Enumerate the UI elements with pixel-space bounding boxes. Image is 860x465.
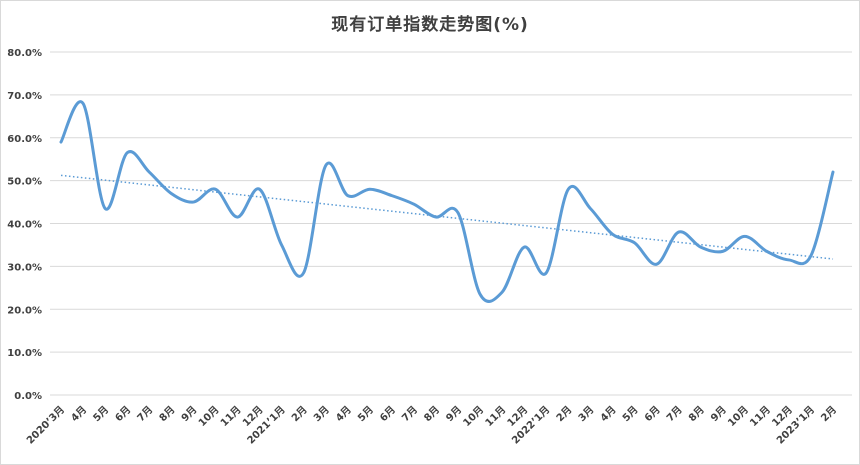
- x-tick-label: 6月: [113, 404, 133, 424]
- chart-title: 现有订单指数走势图(%): [331, 15, 529, 35]
- x-tick-label: 7月: [400, 404, 420, 424]
- x-tick-label: 3月: [311, 404, 331, 424]
- x-tick-label: 10月: [461, 404, 486, 429]
- x-tick-label: 11月: [218, 404, 243, 429]
- x-tick-label: 8月: [157, 404, 177, 424]
- x-tick-label: 10月: [196, 404, 221, 429]
- x-tick-label: 7月: [135, 404, 155, 424]
- x-tick-label: 6月: [377, 404, 397, 424]
- y-tick-label: 0.0%: [14, 391, 42, 402]
- x-tick-label: 4月: [69, 404, 89, 424]
- x-tick-label: 2月: [819, 404, 839, 424]
- x-tick-label: 8月: [686, 404, 706, 424]
- y-tick-label: 40.0%: [7, 220, 42, 231]
- x-tick-label: 6月: [642, 404, 662, 424]
- y-tick-label: 20.0%: [7, 305, 42, 316]
- x-tick-label: 2020’3月: [24, 404, 67, 447]
- x-tick-label: 10月: [725, 404, 750, 429]
- y-tick-label: 80.0%: [7, 48, 42, 59]
- x-tick-label: 5月: [620, 404, 640, 424]
- series-line: [59, 100, 835, 303]
- x-tick-label: 3月: [576, 404, 596, 424]
- y-axis-tick-labels: 0.0% 10.0% 20.0% 30.0% 40.0% 50.0% 60.0% 70.0% 8…: [7, 48, 42, 402]
- y-tick-label: 60.0%: [7, 134, 42, 145]
- x-tick-label: 11月: [483, 404, 508, 429]
- x-tick-label: 8月: [422, 404, 442, 424]
- y-tick-label: 70.0%: [7, 91, 42, 102]
- y-tick-label: 50.0%: [7, 177, 42, 188]
- trendline-layer: [60, 174, 834, 260]
- gridlines: [50, 51, 852, 396]
- y-tick-label: 30.0%: [7, 262, 42, 273]
- x-tick-label: 4月: [333, 404, 353, 424]
- x-tick-label: 5月: [91, 404, 111, 424]
- x-tick-label: 2月: [554, 404, 574, 424]
- x-tick-label: 7月: [664, 404, 684, 424]
- x-tick-label: 2月: [289, 404, 309, 424]
- x-tick-label: 11月: [748, 404, 773, 429]
- x-tick-label: 4月: [598, 404, 618, 424]
- y-tick-label: 10.0%: [7, 348, 42, 359]
- x-tick-label: 5月: [355, 404, 375, 424]
- trendline: [60, 174, 834, 260]
- series-layer: [59, 100, 835, 303]
